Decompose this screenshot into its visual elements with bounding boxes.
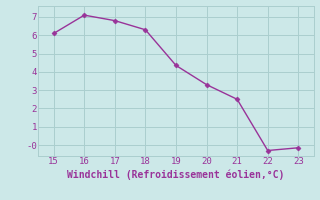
X-axis label: Windchill (Refroidissement éolien,°C): Windchill (Refroidissement éolien,°C) — [67, 169, 285, 180]
